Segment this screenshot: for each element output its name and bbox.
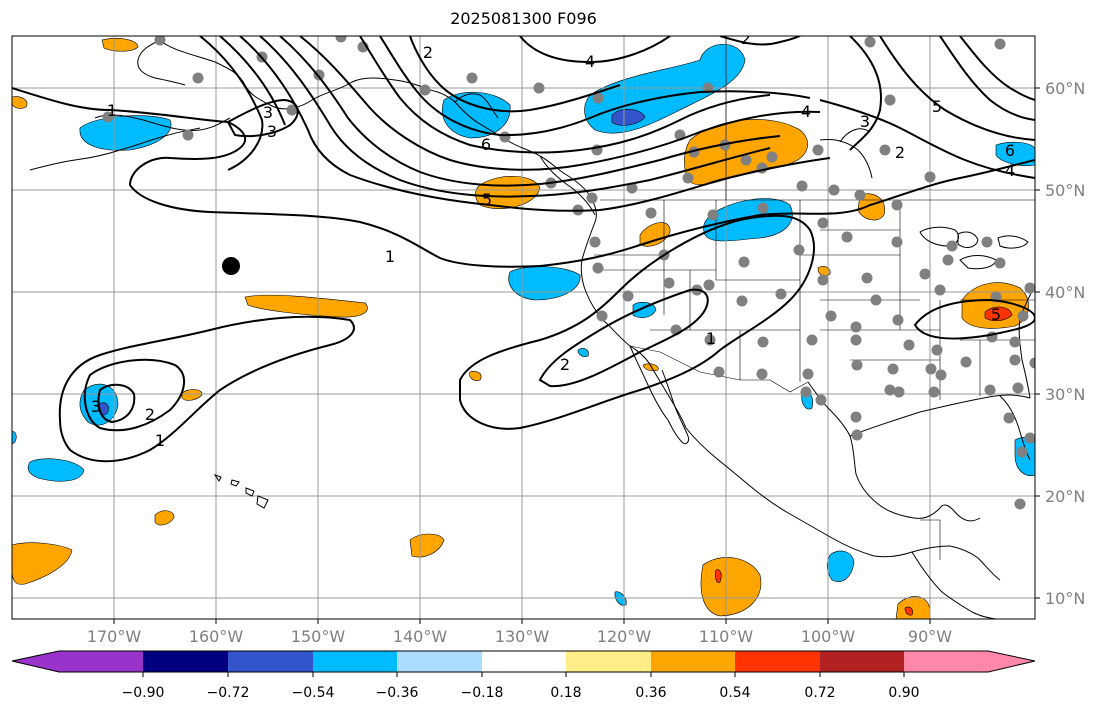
colorbar-segment (228, 651, 313, 672)
contour-label: 6 (1005, 141, 1015, 160)
positive-anomaly-area (857, 193, 886, 221)
latitude-label: 30°N (1045, 385, 1085, 404)
longitude-label: 90°W (908, 627, 952, 646)
contour-label: 1 (385, 247, 395, 266)
contour-label: 2 (895, 143, 905, 162)
colorbar-segment (820, 651, 904, 672)
station-marker (222, 257, 240, 275)
latitude-labels: 60°N 50°N 40°N 30°N 20°N 10°N (1045, 79, 1085, 608)
colorbar-tick-label: 0.36 (635, 685, 666, 701)
map-title: 2025081300 F096 (450, 9, 597, 28)
contour-label: 4 (1005, 161, 1015, 180)
contour-label: 1 (155, 431, 165, 450)
map-panel: 1 2 3 4 5 6 1 2 3 1 2 3 4 5 6 1 2 2 3 4 … (12, 29, 1035, 619)
negative-anomaly-area (611, 108, 646, 126)
positive-anomaly-area (244, 294, 368, 318)
positive-anomaly-area (715, 569, 722, 583)
longitude-label: 170°W (87, 627, 142, 646)
longitude-labels: 170°W 160°W 150°W 140°W 130°W 120°W 110°… (87, 627, 952, 646)
contour-label: 3 (91, 397, 101, 416)
negative-anomaly-area (12, 431, 17, 445)
axis-ticks (113, 87, 1040, 624)
longitude-label: 120°W (597, 627, 652, 646)
longitude-label: 110°W (699, 627, 754, 646)
graticule (12, 36, 1035, 619)
colorbar-segment (397, 651, 482, 672)
colorbar-tick-label: −0.72 (207, 685, 250, 701)
negative-anomaly-area (442, 91, 511, 139)
positive-anomaly-area (639, 222, 671, 247)
positive-anomaly-area (469, 371, 482, 381)
contour-label: 2 (423, 43, 433, 62)
contour-label: 5 (482, 190, 492, 209)
contour-label: 1 (107, 101, 117, 120)
contour-label: 3 (860, 112, 870, 131)
contour-label: 3 (267, 122, 277, 141)
colorbar-segment (143, 651, 228, 672)
colorbar-segment (904, 651, 1035, 672)
colorbar-tick-label: 0.54 (719, 685, 750, 701)
colorbar-segment (651, 651, 735, 672)
negative-anomaly-area (995, 141, 1035, 167)
colorbar-tick-label: −0.18 (461, 685, 504, 701)
positive-anomaly-area (12, 96, 28, 109)
colorbar-segment (12, 651, 143, 672)
colorbar-tick-label: −0.36 (376, 685, 419, 701)
positive-anomaly-area (12, 542, 73, 585)
contour-label: 4 (801, 102, 811, 121)
positive-anomaly-area (154, 510, 175, 526)
longitude-label: 140°W (393, 627, 448, 646)
contour-label: 4 (585, 52, 595, 71)
political-borders (594, 36, 1035, 560)
negative-anomaly-area (826, 550, 855, 582)
latitude-label: 40°N (1045, 283, 1085, 302)
negative-anomaly-area (27, 458, 85, 482)
contour-label: 2 (145, 405, 155, 424)
contour-label: 2 (560, 355, 570, 374)
positive-anomaly-area (817, 266, 831, 277)
negative-anomaly-area (577, 348, 589, 357)
positive-anomaly-area (101, 38, 139, 52)
contour-label: 2 (741, 29, 751, 48)
contour-label: 6 (481, 135, 491, 154)
longitude-label: 150°W (291, 627, 346, 646)
latitude-label: 10°N (1045, 589, 1085, 608)
latitude-label: 50°N (1045, 181, 1085, 200)
colorbar-tick-label: 0.72 (804, 685, 835, 701)
colorbar: −0.90 −0.72 −0.54 −0.36 −0.18 0.18 0.36 … (11, 650, 1036, 701)
anomaly-shading (12, 38, 1035, 619)
colorbar-segment (735, 651, 820, 672)
longitude-label: 130°W (495, 627, 550, 646)
contour-value-labels: 1 2 3 4 5 6 1 2 3 1 2 3 4 5 6 1 2 2 3 4 … (91, 29, 1015, 450)
latitude-label: 20°N (1045, 487, 1085, 506)
colorbar-tick-label: 0.90 (888, 685, 919, 701)
positive-anomaly-area (409, 533, 445, 558)
longitude-label: 100°W (801, 627, 856, 646)
contour-lines (12, 36, 1035, 463)
contour-label: 5 (932, 97, 942, 116)
longitude-label: 160°W (189, 627, 244, 646)
contour-label: 5 (991, 305, 1001, 324)
colorbar-tick-label: 0.18 (550, 685, 581, 701)
colorbar-tick-label: −0.54 (292, 685, 335, 701)
latitude-label: 60°N (1045, 79, 1085, 98)
positive-anomaly-area (984, 306, 1013, 321)
colorbar-segment (566, 651, 651, 672)
colorbar-segment (313, 651, 397, 672)
positive-anomaly-area (904, 606, 913, 616)
negative-anomaly-area (632, 301, 657, 319)
colorbar-outline (11, 650, 1036, 673)
contour-label: 3 (263, 103, 273, 122)
positive-anomaly-area (181, 389, 203, 401)
colorbar-tick-label: −0.90 (122, 685, 165, 701)
negative-anomaly-area (614, 591, 627, 606)
colorbar-segment (482, 651, 566, 672)
map-frame (11, 35, 1036, 620)
contour-label: 1 (706, 329, 716, 348)
